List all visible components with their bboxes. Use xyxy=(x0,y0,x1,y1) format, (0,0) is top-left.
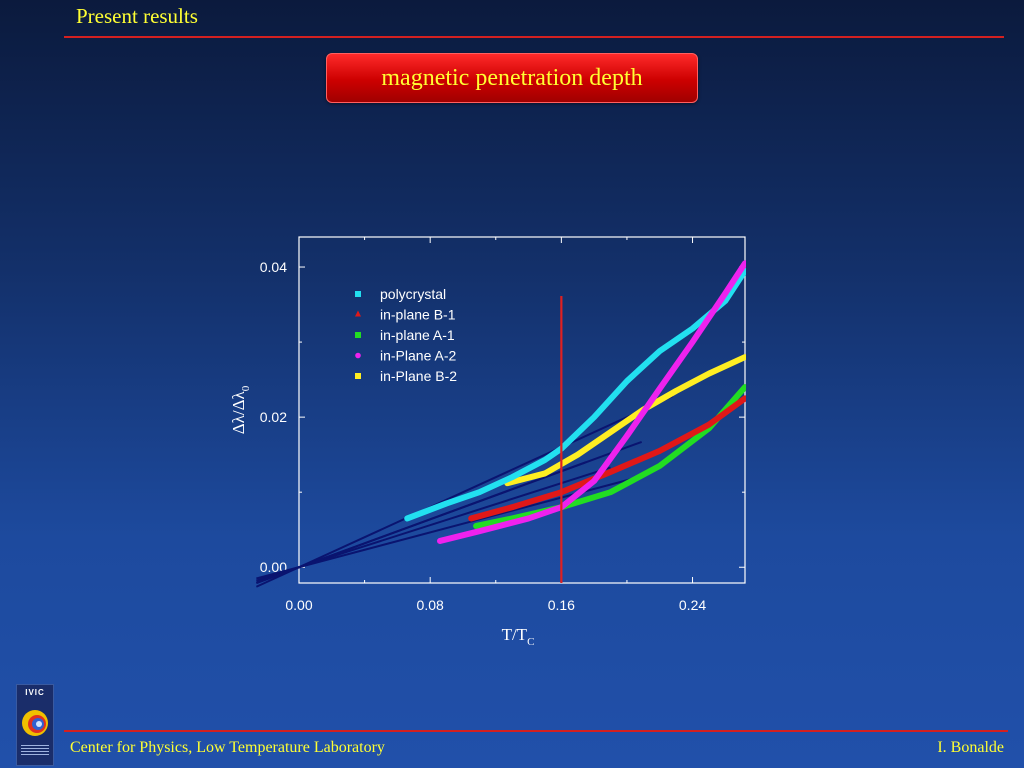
data-point xyxy=(657,386,663,392)
data-point xyxy=(444,500,450,506)
legend-marker xyxy=(355,291,361,297)
x-axis-label: T/TC xyxy=(502,625,535,648)
x-tick-label: 0.24 xyxy=(679,597,706,613)
series-3-band xyxy=(437,260,746,544)
data-point xyxy=(742,260,746,266)
data-point xyxy=(722,290,728,296)
data-point xyxy=(657,448,663,454)
ivic-logo-icon: IVIC xyxy=(16,684,54,766)
data-point xyxy=(706,371,712,377)
y-axis-label: Δλ/Δλ0 xyxy=(229,385,252,434)
data-point xyxy=(542,457,548,463)
data-point xyxy=(624,378,630,384)
top-divider xyxy=(64,36,1004,38)
data-point xyxy=(673,388,679,394)
x-axis-label-sub: C xyxy=(527,636,534,648)
legend-label: in-plane B-1 xyxy=(380,307,456,323)
legend-label: in-Plane A-2 xyxy=(380,348,456,364)
legend-label: in-plane A-1 xyxy=(380,327,455,343)
header-title: Present results xyxy=(76,4,198,28)
data-point xyxy=(526,515,532,521)
data-point xyxy=(690,339,696,345)
data-point xyxy=(509,474,515,480)
data-layer xyxy=(255,260,746,588)
legend-marker xyxy=(355,352,361,359)
data-point xyxy=(591,414,597,420)
fit-line xyxy=(255,395,674,588)
data-point xyxy=(657,348,663,354)
slide-title-box: magnetic penetration depth xyxy=(326,53,698,103)
data-point xyxy=(624,433,630,439)
x-tick-label: 0.16 xyxy=(548,597,575,613)
slide-title: magnetic penetration depth xyxy=(381,64,643,91)
data-point xyxy=(742,384,746,390)
data-point xyxy=(437,538,443,544)
footer-right: I. Bonalde xyxy=(937,739,1004,756)
y-axis-label-sub: 0 xyxy=(240,385,252,391)
data-point xyxy=(706,422,712,428)
legend-label: polycrystal xyxy=(380,286,446,302)
data-point xyxy=(476,528,482,534)
data-point xyxy=(608,469,614,475)
data-point xyxy=(608,489,614,495)
legend-marker xyxy=(355,310,361,317)
y-tick-label: 0.02 xyxy=(260,409,287,425)
data-point xyxy=(468,515,474,521)
data-point xyxy=(476,489,482,495)
logo-emblem-icon xyxy=(22,710,48,736)
logo-caption-lines xyxy=(21,745,49,757)
data-point xyxy=(690,326,696,332)
data-point xyxy=(591,478,597,484)
y-tick-label: 0.04 xyxy=(260,259,287,275)
data-point xyxy=(657,463,663,469)
data-point xyxy=(473,523,479,529)
data-point xyxy=(742,395,746,401)
series-0-band xyxy=(404,267,746,522)
legend-marker xyxy=(355,373,361,379)
x-tick-label: 0.08 xyxy=(417,597,444,613)
legend-marker xyxy=(355,332,361,338)
data-point xyxy=(542,470,548,476)
footer-left: Center for Physics, Low Temperature Labo… xyxy=(70,739,385,756)
logo-text: IVIC xyxy=(25,688,45,697)
data-point xyxy=(742,354,746,360)
data-point xyxy=(509,504,515,510)
legend-label: in-Plane B-2 xyxy=(380,368,457,384)
data-point xyxy=(608,429,614,435)
data-point xyxy=(575,452,581,458)
plot-frame xyxy=(298,236,746,584)
bottom-divider xyxy=(64,730,1008,732)
fit-line xyxy=(256,461,587,584)
data-point xyxy=(404,515,410,521)
x-tick-label: 0.00 xyxy=(285,597,312,613)
series-4-band xyxy=(504,354,746,487)
